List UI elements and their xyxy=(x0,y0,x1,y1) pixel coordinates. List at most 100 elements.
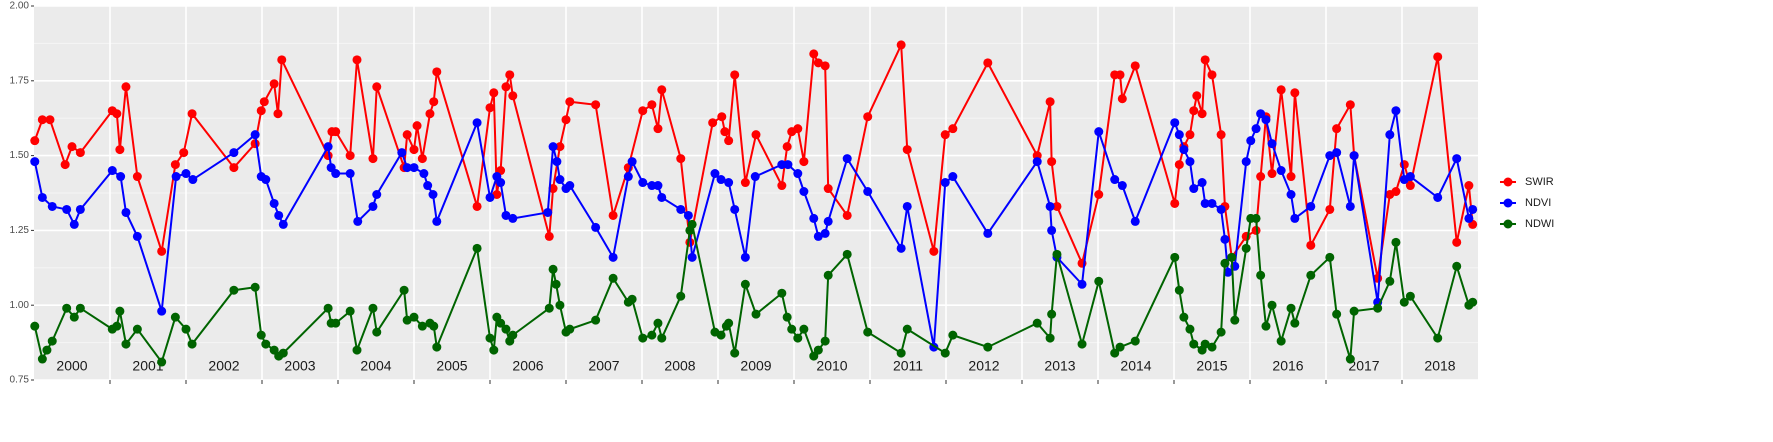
point xyxy=(647,330,657,340)
point xyxy=(472,118,482,128)
point xyxy=(1174,160,1184,170)
point xyxy=(842,210,852,220)
point xyxy=(116,172,126,182)
point xyxy=(1267,169,1277,179)
point xyxy=(948,330,958,340)
point xyxy=(608,210,618,220)
legend-label: NDWI xyxy=(1525,218,1554,230)
year-label: 2017 xyxy=(1348,358,1379,374)
point xyxy=(37,354,47,364)
year-label: 2012 xyxy=(968,358,999,374)
point xyxy=(1130,216,1140,226)
point xyxy=(1045,333,1055,343)
point xyxy=(1256,172,1266,182)
point xyxy=(1117,181,1127,191)
point xyxy=(331,318,341,328)
point xyxy=(548,264,558,274)
point xyxy=(273,109,283,119)
year-label: 2000 xyxy=(56,358,87,374)
point xyxy=(179,148,189,158)
point xyxy=(799,187,809,197)
point xyxy=(132,324,142,334)
point xyxy=(132,172,142,182)
point xyxy=(1052,201,1062,211)
point xyxy=(1391,187,1401,197)
point xyxy=(1433,333,1443,343)
point xyxy=(417,321,427,331)
legend-swatch xyxy=(1503,219,1513,229)
point xyxy=(751,309,761,319)
point xyxy=(544,303,554,313)
point xyxy=(1468,297,1478,307)
point xyxy=(368,303,378,313)
point xyxy=(1290,318,1300,328)
point xyxy=(1200,198,1210,208)
point xyxy=(352,345,362,355)
point xyxy=(372,82,382,92)
point xyxy=(229,163,239,173)
point xyxy=(730,70,740,80)
point xyxy=(1189,339,1199,349)
point xyxy=(782,142,792,152)
point xyxy=(1276,336,1286,346)
point xyxy=(1405,181,1415,191)
point xyxy=(121,82,131,92)
point xyxy=(187,339,197,349)
point xyxy=(69,312,79,322)
point xyxy=(793,169,803,179)
point xyxy=(799,157,809,167)
point xyxy=(278,219,288,229)
point xyxy=(1200,339,1210,349)
point xyxy=(269,198,279,208)
point xyxy=(1052,249,1062,259)
point xyxy=(1261,115,1271,125)
point xyxy=(896,348,906,358)
point xyxy=(1286,172,1296,182)
point xyxy=(1130,61,1140,71)
point xyxy=(929,246,939,256)
point xyxy=(591,315,601,325)
point xyxy=(1192,91,1202,101)
point xyxy=(1452,237,1462,247)
point xyxy=(1385,130,1395,140)
point xyxy=(1464,181,1474,191)
point xyxy=(687,219,697,229)
point xyxy=(170,160,180,170)
point xyxy=(187,109,197,119)
point xyxy=(1189,184,1199,194)
point xyxy=(1185,130,1195,140)
year-label: 2013 xyxy=(1044,358,1075,374)
legend-swatch xyxy=(1503,177,1513,187)
y-tick-label: 1.00 xyxy=(10,300,30,311)
point xyxy=(863,112,873,122)
point xyxy=(687,252,697,262)
point xyxy=(902,201,912,211)
year-label: 2004 xyxy=(360,358,391,374)
point xyxy=(1207,198,1217,208)
point xyxy=(428,189,438,199)
point xyxy=(820,61,830,71)
point xyxy=(1306,240,1316,250)
point xyxy=(896,40,906,50)
point xyxy=(112,321,122,331)
point xyxy=(432,216,442,226)
point xyxy=(256,330,266,340)
point xyxy=(793,124,803,134)
point xyxy=(432,67,442,77)
point xyxy=(489,88,499,98)
point xyxy=(256,106,266,116)
point xyxy=(627,157,637,167)
point xyxy=(42,345,52,355)
point xyxy=(1197,109,1207,119)
point xyxy=(1223,267,1233,277)
point xyxy=(157,246,167,256)
point xyxy=(30,136,40,146)
point xyxy=(783,160,793,170)
point xyxy=(638,106,648,116)
point xyxy=(1399,297,1409,307)
legend-swatch xyxy=(1503,198,1513,208)
point xyxy=(751,130,761,140)
point xyxy=(548,142,558,152)
year-label: 2011 xyxy=(893,358,923,374)
